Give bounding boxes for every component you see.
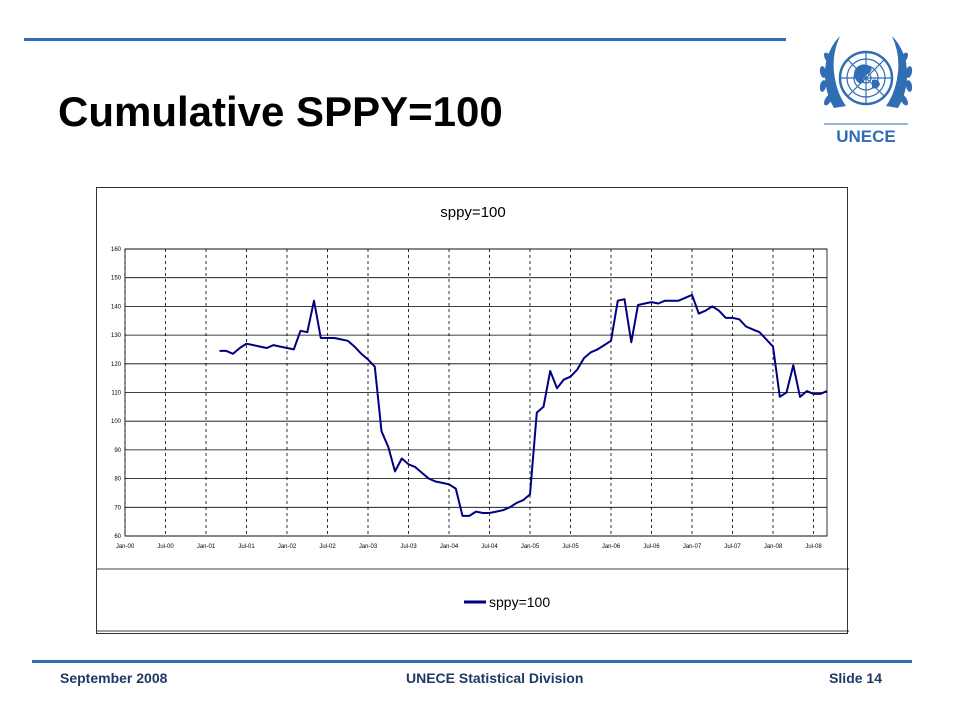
- y-tick-label: 70: [114, 505, 121, 511]
- line-chart: sppy=100 60 70 80 90 100 110 120 130 140 150 160 Jan…: [97, 204, 849, 632]
- y-tick-label: 90: [114, 448, 121, 454]
- x-tick-label: Jan-08: [764, 544, 783, 550]
- x-tick-label: Jan-03: [359, 544, 378, 550]
- series-line: [219, 293, 828, 517]
- unece-logo: UNECE: [806, 20, 926, 150]
- slide-title: Cumulative SPPY=100: [58, 88, 503, 135]
- plot-area-border: [124, 248, 828, 537]
- x-tick-label: Jul-06: [643, 544, 660, 550]
- x-tick-label: Jan-07: [683, 544, 702, 550]
- chart-title: sppy=100: [440, 204, 505, 221]
- chart-frame: sppy=100 60 70 80 90 100 110 120 130 140 150 160 Jan…: [96, 187, 849, 634]
- x-tick-label: Jan-04: [440, 544, 459, 550]
- x-tick-label: Jan-06: [602, 544, 621, 550]
- logo-text: UNECE: [836, 127, 896, 146]
- y-tick-label: 80: [114, 477, 121, 483]
- x-tick-label: Jul-02: [319, 544, 336, 550]
- y-tick-label: 130: [111, 333, 122, 339]
- x-tick-label: Jul-04: [481, 544, 498, 550]
- y-tick-label: 140: [111, 304, 122, 310]
- footer-date: September 2008: [60, 670, 168, 686]
- x-tick-label: Jul-07: [724, 544, 741, 550]
- footer-organization: UNECE Statistical Division: [406, 670, 584, 686]
- y-tick-label: 60: [114, 534, 121, 540]
- x-tick-label: Jul-08: [805, 544, 822, 550]
- x-tick-label: Jul-00: [157, 544, 174, 550]
- y-tick-label: 160: [111, 247, 122, 253]
- y-tick-label: 110: [111, 391, 121, 397]
- legend-label: sppy=100: [489, 594, 550, 610]
- top-rule: [24, 38, 786, 41]
- bottom-rule: [32, 660, 912, 663]
- x-tick-label: Jul-03: [400, 544, 417, 550]
- x-tick-label: Jan-02: [278, 544, 297, 550]
- y-tick-label: 120: [111, 362, 122, 368]
- footer-slide-number: Slide 14: [829, 670, 882, 686]
- x-tick-label: Jul-05: [562, 544, 579, 550]
- x-tick-label: Jan-00: [116, 544, 135, 550]
- x-tick-label: Jan-01: [197, 544, 216, 550]
- x-tick-label: Jan-05: [521, 544, 540, 550]
- y-tick-label: 150: [111, 276, 122, 282]
- y-tick-label: 100: [111, 419, 122, 425]
- x-tick-label: Jul-01: [238, 544, 255, 550]
- un-emblem-icon: UNECE: [819, 36, 913, 146]
